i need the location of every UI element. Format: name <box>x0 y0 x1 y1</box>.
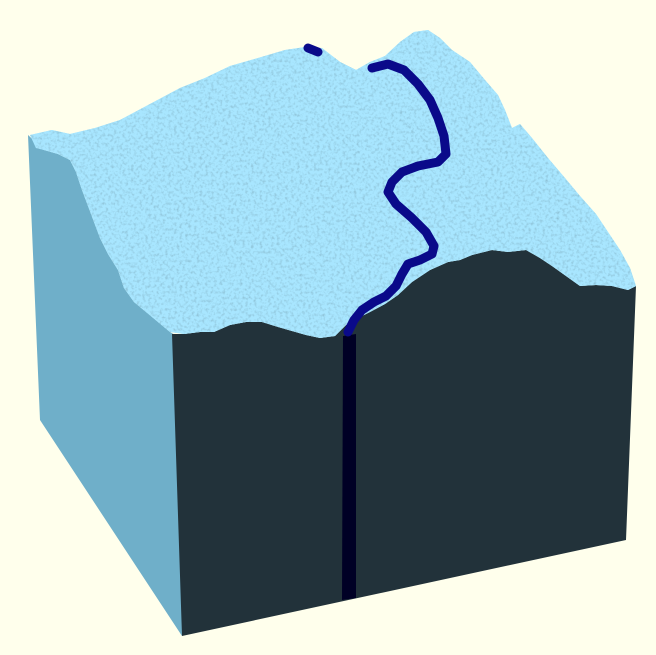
front-face <box>172 250 636 636</box>
river-channel <box>303 43 451 337</box>
river-cut-section <box>342 334 356 600</box>
left-face <box>28 135 182 636</box>
